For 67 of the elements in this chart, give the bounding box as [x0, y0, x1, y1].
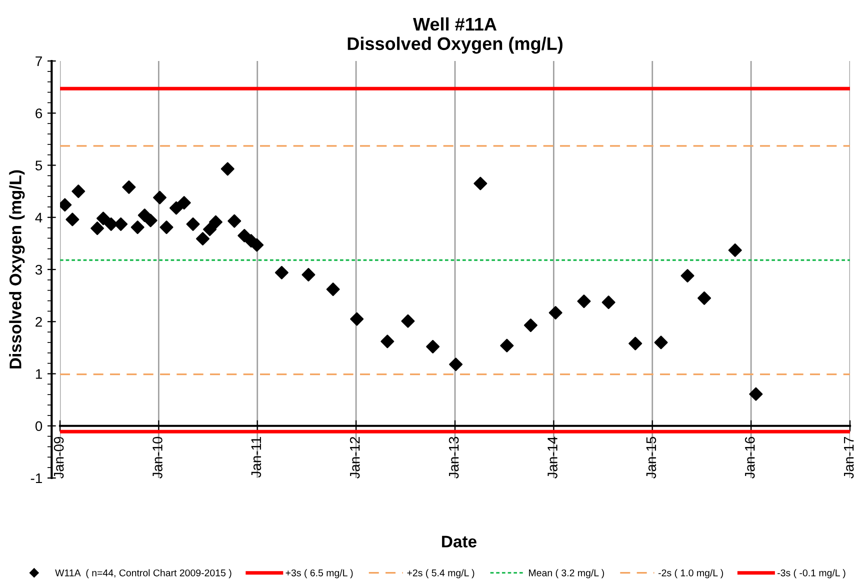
y-tick-label: 7 [36, 56, 42, 66]
point [72, 184, 86, 198]
point [114, 217, 128, 231]
point [728, 243, 742, 257]
point [749, 387, 763, 401]
point [426, 340, 440, 354]
point [350, 312, 364, 326]
x-tick-label: Jan-13 [448, 436, 459, 479]
y-tick-label: 5 [35, 160, 42, 170]
point [274, 266, 288, 280]
x-tick-label: Jan-12 [350, 436, 360, 479]
point [220, 162, 234, 176]
point [250, 238, 264, 252]
point [326, 282, 340, 296]
y-tick-label: 6 [36, 108, 42, 118]
legend-label: -3s ( -0.1 mg/L ) [778, 569, 846, 578]
point [500, 338, 514, 352]
x-tick-label: Jan-16 [744, 436, 755, 479]
point [228, 214, 242, 228]
legend-label: +3s ( 6.5 mg/L ) [286, 569, 353, 578]
point [654, 336, 668, 350]
y-tick-label: 4 [35, 212, 42, 222]
point [602, 296, 616, 310]
x-tick-label: Jan-17 [844, 436, 854, 479]
y-tick-label: 0 [35, 421, 42, 432]
point [66, 212, 80, 226]
point [524, 318, 538, 332]
point [153, 190, 167, 204]
point [122, 180, 136, 194]
point [96, 212, 110, 226]
point [170, 201, 184, 215]
y-tick-label: 1 [36, 369, 42, 379]
y-axis-title: Dissolved Oxygen (mg/L) [9, 170, 25, 368]
x-tick-label: Jan-14 [548, 436, 558, 479]
point [160, 220, 174, 234]
point [130, 220, 144, 234]
point [628, 336, 642, 350]
x-tick-label: Jan-11 [251, 436, 262, 478]
y-tick-label: -1 [30, 473, 42, 484]
point [401, 314, 415, 328]
point [196, 232, 210, 246]
legend-label: W11A ( n=44, Control Chart 2009-2015 ) [55, 569, 232, 578]
legend-label: +2s ( 5.4 mg/L ) [407, 569, 474, 578]
point [548, 306, 562, 320]
point [186, 217, 200, 231]
point [203, 222, 217, 236]
point [302, 268, 316, 282]
point [177, 196, 191, 210]
point [449, 358, 463, 372]
point [104, 217, 118, 231]
point [577, 294, 591, 308]
y-tick-label: 3 [35, 264, 42, 275]
point [208, 215, 222, 229]
x-tick-label: Jan-15 [646, 436, 656, 479]
point [680, 269, 694, 283]
x-axis-title: Date [442, 536, 476, 548]
point [144, 214, 158, 228]
point [380, 334, 394, 348]
x-tick-label: Jan-10 [152, 436, 162, 479]
legend-label: -2s ( 1.0 mg/L ) [658, 569, 724, 578]
point [90, 222, 104, 236]
y-tick-label: 2 [36, 316, 42, 327]
point [698, 291, 712, 305]
chart-title: Well #11A Dissolved Oxygen (mg/L) [348, 17, 562, 54]
legend-label: Mean ( 3.2 mg/L ) [529, 569, 604, 578]
point [474, 176, 488, 190]
x-tick-label: Jan-09 [54, 436, 64, 479]
